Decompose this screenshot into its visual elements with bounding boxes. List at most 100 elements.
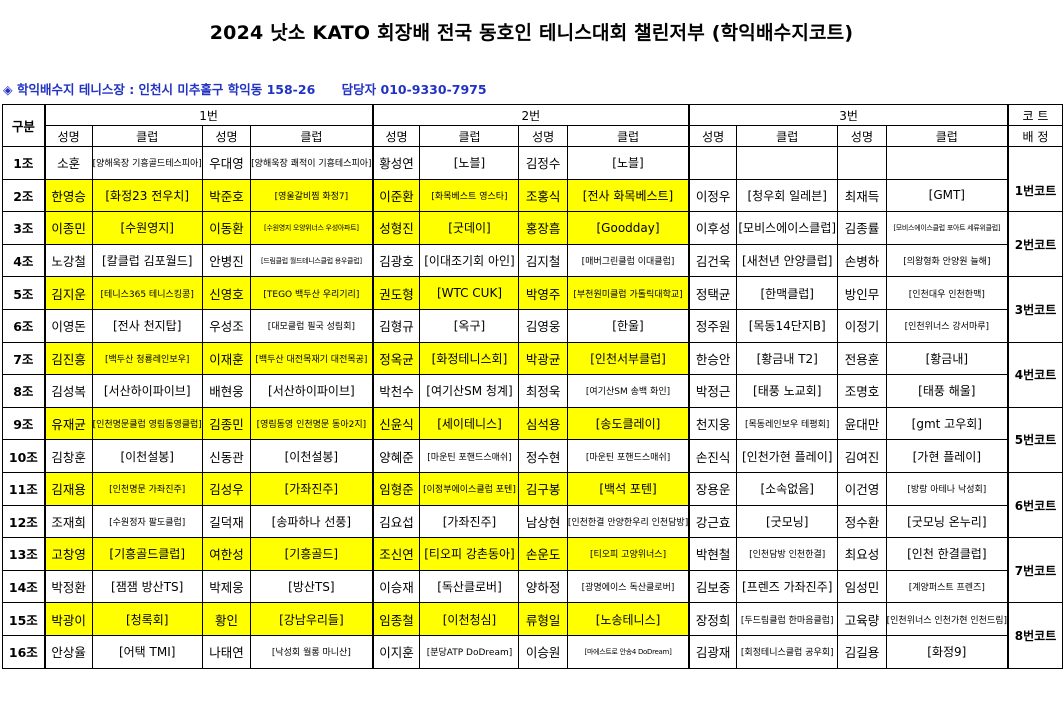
header-name: 성명 xyxy=(837,125,887,147)
player-club: [화정9] xyxy=(885,634,1009,669)
header-group: 구분 xyxy=(1,104,46,147)
player-name: 천지웅 xyxy=(688,406,738,441)
player-name: 박광균 xyxy=(518,341,568,376)
player-club: [가현 플레이] xyxy=(885,439,1009,473)
player-club: [노블] xyxy=(419,146,520,180)
group-label: 16조 xyxy=(1,634,46,669)
player-name: 이종민 xyxy=(43,211,93,245)
player-name: 조재희 xyxy=(43,504,93,539)
player-club: [인천위너스 강서마루] xyxy=(885,308,1009,343)
player-name: 김성복 xyxy=(43,374,93,408)
player-name: 신영호 xyxy=(201,276,252,310)
player-name: 김여진 xyxy=(837,439,887,473)
player-club: [노블] xyxy=(566,146,690,180)
court-assignment: 4번코트 xyxy=(1007,341,1063,408)
player-club: [세이테니스] xyxy=(419,406,520,441)
table-row: 15조 박광이 [청록회] 황인 [강남우리들] 임종철 [이천청심] 류형일 [노송테니스] 장… xyxy=(1,602,1063,669)
player-club: [화정23 전우치] xyxy=(91,178,203,213)
group-label: 2조 xyxy=(1,178,46,213)
player-club: [황금내 T2] xyxy=(736,341,839,376)
table-row: 16조 안상율 [어택 TMI] 나태연 [낙성회 월롱 마니산] 이지훈 [분당ATP D… xyxy=(1,634,1063,669)
player-name: 박제웅 xyxy=(201,569,252,604)
header-pair-3: 3번 xyxy=(688,104,1009,126)
player-name: 고육량 xyxy=(837,602,887,636)
player-club: [새천년 안양클럽] xyxy=(736,243,839,278)
court-assignment: 1번코트 xyxy=(1007,145,1063,213)
player-club: [티오피 고양위너스] xyxy=(566,537,690,571)
table-row: 4조 노강철 [칼클럽 김포월드] 안병진 [드림클럽 월드테니스클럽 용우클럽] 김광호… xyxy=(1,243,1063,278)
court-assignment: 8번코트 xyxy=(1007,602,1063,669)
player-club: [의왕형화 안양원 늘해] xyxy=(885,243,1009,278)
header-name: 성명 xyxy=(371,125,421,147)
header-club: 클럽 xyxy=(250,125,374,147)
player-name: 이지훈 xyxy=(371,634,421,669)
player-club: [굿데이] xyxy=(419,211,520,245)
header-name: 성명 xyxy=(201,125,252,147)
player-name: 이승재 xyxy=(371,569,421,604)
player-name: 한승안 xyxy=(688,341,738,376)
player-name: 권도형 xyxy=(371,276,421,310)
table-row: 13조 고창영 [기흥골드클럽] 여한성 [기흥골드] 조신연 [티오피 강촌동아] 손운도[… xyxy=(1,537,1063,604)
group-label: 7조 xyxy=(1,341,46,376)
player-name: 황성연 xyxy=(371,146,421,180)
player-name: 최정욱 xyxy=(518,374,568,408)
player-club: [가좌진주] xyxy=(250,471,374,506)
player-name xyxy=(837,146,887,180)
player-name: 김광호 xyxy=(371,243,421,278)
player-club: [이천설봉] xyxy=(91,439,203,473)
player-club: [청록회] xyxy=(91,602,203,636)
player-name: 이건영 xyxy=(837,471,887,506)
player-club: [인천서부클럽] xyxy=(566,341,690,376)
player-club: [이대조기회 아인] xyxy=(419,243,520,278)
header-name: 성명 xyxy=(688,125,738,147)
player-club: [전사 천지탑] xyxy=(91,308,203,343)
header-name: 성명 xyxy=(518,125,568,147)
player-name: 임종철 xyxy=(371,602,421,636)
player-name: 이후성 xyxy=(688,211,738,245)
table-row: 12조 조재희 [수원정자 팔도클럽] 길덕재 [송파하나 선풍] 김요섭 [가좌진주] 남상… xyxy=(1,504,1063,539)
player-club: [부천원미클럽 가톨릭대학교] xyxy=(566,276,690,310)
player-name: 김창훈 xyxy=(43,439,93,473)
group-label: 8조 xyxy=(1,374,46,408)
player-name: 김요섭 xyxy=(371,504,421,539)
player-club: [인천한결 안양한우리 인천담방] xyxy=(566,504,690,539)
player-name: 안상율 xyxy=(43,634,93,669)
player-name: 류형일 xyxy=(518,602,568,636)
player-name: 배현웅 xyxy=(201,374,252,408)
player-club: [소속없음] xyxy=(736,471,839,506)
venue-contact: 담당자 010-9330-7975 xyxy=(341,82,487,97)
player-name: 이준환 xyxy=(371,178,421,213)
player-name: 최요성 xyxy=(837,537,887,571)
player-name: 윤대만 xyxy=(837,406,887,441)
player-club: [영림동영 인천명문 동아2지] xyxy=(250,406,374,441)
player-name: 길덕재 xyxy=(201,504,252,539)
player-name: 김건욱 xyxy=(688,243,738,278)
player-club: [한울] xyxy=(566,308,690,343)
header-club: 클럽 xyxy=(91,125,203,147)
player-club: [gmt 고우회] xyxy=(885,406,1009,441)
player-name: 정옥균 xyxy=(371,341,421,376)
header-pair-1: 1번 xyxy=(43,104,374,126)
player-name: 김구봉 xyxy=(518,471,568,506)
player-name: 황인 xyxy=(201,602,252,636)
player-club: [서산하이파이브] xyxy=(91,374,203,408)
player-club: [마에스트로 안송4 DoDream] xyxy=(566,634,690,669)
player-name: 김재용 xyxy=(43,471,93,506)
player-name: 전용훈 xyxy=(837,341,887,376)
group-label: 6조 xyxy=(1,308,46,343)
player-name: 장용운 xyxy=(688,471,738,506)
player-name: 나태연 xyxy=(201,634,252,669)
player-name: 여한성 xyxy=(201,537,252,571)
player-club: [두드림클럽 한마음클럽] xyxy=(736,602,839,636)
player-name: 김형규 xyxy=(371,308,421,343)
player-club: [서산하이파이브] xyxy=(250,374,374,408)
court-assignment: 6번코트 xyxy=(1007,471,1063,539)
player-name: 박준호 xyxy=(201,178,252,213)
player-name: 김정수 xyxy=(518,146,568,180)
player-name: 성형진 xyxy=(371,211,421,245)
player-club: [양해욱장 기흥골드테스피아] xyxy=(91,146,203,180)
player-club: [백석 포텐] xyxy=(566,471,690,506)
player-name: 심석용 xyxy=(518,406,568,441)
group-label: 4조 xyxy=(1,243,46,278)
player-club: [인천위너스 인천가현 인천드림] xyxy=(885,602,1009,636)
